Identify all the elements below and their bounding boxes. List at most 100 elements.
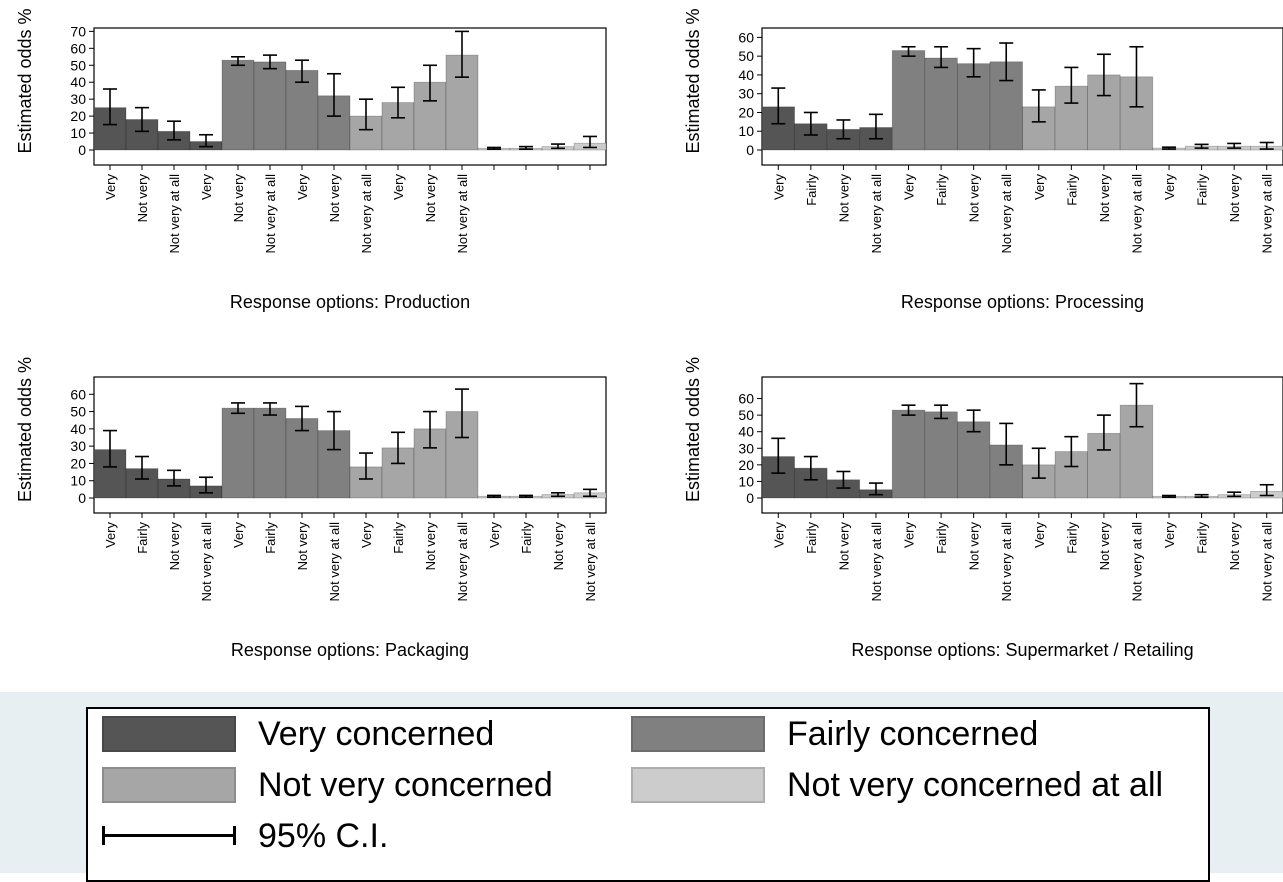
x-tick-label: Fairly — [1064, 522, 1079, 554]
x-tick-label: Not very — [295, 522, 310, 571]
y-tick-label: 40 — [70, 421, 86, 437]
x-tick-label: Not very at all — [199, 522, 214, 602]
ci-whisker-fairly-3 — [966, 409, 981, 433]
x-tick-label: Very — [902, 174, 917, 201]
ci-whisker-very-3 — [836, 470, 851, 489]
bar-fairly-2 — [253, 407, 287, 499]
legend-swatch-very — [102, 716, 236, 752]
legend-swatch-fairly — [631, 716, 765, 752]
ci-whisker-notvery-3 — [423, 64, 437, 102]
x-tick-label: Very — [295, 174, 310, 201]
x-tick-label: Not very — [967, 174, 982, 223]
ci-whisker-notvery-3 — [1096, 53, 1111, 97]
ci-whisker-very-4 — [868, 482, 883, 496]
legend-item-notvery: Not very concerned — [102, 765, 553, 805]
charts-area: 0 10 20 30 40 50 60 70 Estimated odds % Very Not v… — [15, 8, 1283, 660]
bar-fairly-3 — [285, 69, 319, 151]
bar-fairly-2 — [253, 61, 287, 151]
y-tick-label: 30 — [70, 91, 86, 107]
ci-whisker-fairly-1 — [901, 404, 916, 416]
x-tick-label: Not very at all — [359, 174, 374, 254]
x-tick-label: Not very at all — [455, 522, 470, 602]
x-tick-label: Not very at all — [167, 174, 182, 254]
ci-whisker-notvery-4 — [455, 388, 469, 439]
legend-label-notatall: Not very concerned at all — [787, 765, 1164, 804]
y-tick-label: 30 — [70, 438, 86, 454]
ci-whisker-very-1 — [103, 429, 117, 468]
bar-fairly-1 — [891, 409, 926, 499]
ci-whisker-notvery-1 — [1031, 89, 1046, 123]
ci-whisker-notvery-4 — [1129, 45, 1144, 108]
bar-fairly-1 — [221, 407, 255, 499]
ci-whisker-very-4 — [199, 476, 213, 494]
legend-band: Very concerned Fairly concerned Not very… — [0, 692, 1283, 882]
y-tick-label: 60 — [738, 391, 754, 407]
x-tick-label: Fairly — [1195, 522, 1210, 554]
y-tick-label: 20 — [70, 108, 86, 124]
x-tick-label: Not very at all — [999, 174, 1014, 254]
ci-whisker-notatall-3 — [551, 492, 565, 498]
y-tick-label: 20 — [70, 455, 86, 471]
legend-swatch-notatall — [631, 767, 765, 803]
ci-whisker-notatall-4 — [1259, 141, 1274, 150]
ci-whisker-notatall-2 — [1194, 493, 1209, 498]
legend-label-very: Very concerned — [258, 714, 495, 753]
x-tick-label: Not very at all — [1260, 174, 1275, 254]
legend: Very concerned Fairly concerned Not very… — [86, 707, 1210, 882]
ci-whisker-very-3 — [167, 120, 181, 141]
x-tick-label: Very — [1032, 522, 1047, 549]
bar-very-2 — [794, 123, 828, 151]
x-tick-label: Very — [231, 522, 246, 549]
x-tick-label: Very — [771, 174, 786, 201]
ci-whisker-notvery-3 — [1096, 414, 1111, 451]
y-tick-label: 0 — [78, 490, 86, 506]
bar-fairly-1 — [891, 50, 926, 151]
x-tick-label: Very — [199, 174, 214, 201]
ci-whisker-notatall-2 — [1194, 143, 1209, 149]
y-tick-label: 60 — [70, 386, 86, 402]
ci-whisker-notatall-4 — [583, 488, 597, 498]
ci-whisker-fairly-1 — [901, 45, 916, 57]
x-tick-label: Not very at all — [1260, 522, 1275, 602]
y-tick-label: 10 — [738, 473, 754, 489]
y-tick-label: 50 — [738, 407, 754, 423]
ci-whisker-very-2 — [803, 111, 818, 136]
ci-whisker-notatall-1 — [1162, 494, 1177, 498]
ci-whisker-notatall-1 — [487, 494, 501, 498]
y-tick-label: 10 — [70, 473, 86, 489]
x-axis-label: Response options: Packaging — [231, 640, 469, 660]
y-tick-label: 60 — [738, 29, 754, 45]
x-tick-label: Not very at all — [869, 522, 884, 602]
legend-label-fairly: Fairly concerned — [787, 714, 1039, 753]
x-tick-label: Fairly — [135, 522, 150, 554]
y-tick-label: 40 — [70, 74, 86, 90]
y-tick-label: 50 — [738, 48, 754, 64]
y-tick-label: 30 — [738, 86, 754, 102]
x-tick-label: Very — [1162, 174, 1177, 201]
x-tick-label: Very — [391, 174, 406, 201]
x-tick-label: Not very — [836, 174, 851, 223]
ci-whisker-notatall-1 — [1162, 146, 1177, 150]
ci-whisker-very-2 — [803, 455, 818, 481]
y-tick-label: 50 — [70, 57, 86, 73]
legend-item-fairly: Fairly concerned — [631, 714, 1038, 754]
y-tick-label: 40 — [738, 67, 754, 83]
x-tick-label: Very — [103, 522, 118, 549]
x-tick-label: Not very at all — [455, 174, 470, 254]
ci-whisker-fairly-1 — [231, 56, 245, 67]
x-tick-label: Very — [487, 522, 502, 549]
legend-swatch-notvery — [102, 767, 236, 803]
ci-whisker-notatall-2 — [519, 494, 533, 498]
ci-whisker-fairly-3 — [966, 47, 981, 78]
x-tick-label: Very — [103, 174, 118, 201]
y-tick-label: 10 — [738, 123, 754, 139]
ci-whisker-very-3 — [167, 469, 181, 487]
x-tick-label: Very — [1032, 174, 1047, 201]
ci-whisker-very-1 — [771, 437, 786, 474]
legend-item-notatall: Not very concerned at all — [631, 765, 1163, 805]
legend-item-very: Very concerned — [102, 714, 494, 754]
ci-whisker-fairly-4 — [327, 410, 341, 451]
